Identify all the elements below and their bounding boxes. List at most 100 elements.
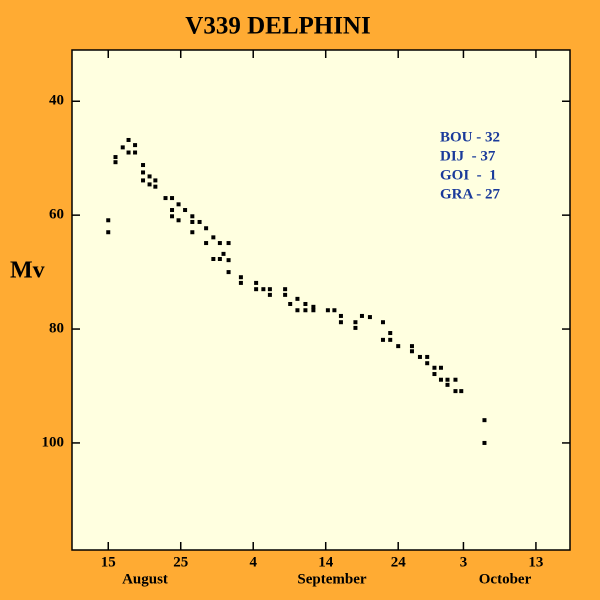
point xyxy=(238,275,243,280)
x-tick-label: 25 xyxy=(173,554,188,570)
point xyxy=(482,440,487,445)
point xyxy=(141,170,146,175)
y-tick-label: 100 xyxy=(42,434,65,450)
point xyxy=(204,241,209,246)
point xyxy=(438,365,443,370)
point xyxy=(267,292,272,297)
point xyxy=(238,280,243,285)
month-label: August xyxy=(122,571,168,587)
point xyxy=(295,296,300,301)
point xyxy=(106,230,111,235)
point xyxy=(126,150,131,155)
x-tick-label: 15 xyxy=(101,554,116,570)
point xyxy=(254,287,259,292)
point xyxy=(226,258,231,263)
point xyxy=(221,251,226,256)
point xyxy=(445,382,450,387)
plot-area xyxy=(71,49,571,551)
point xyxy=(176,218,181,223)
y-tick-label: 40 xyxy=(49,93,64,109)
point xyxy=(190,230,195,235)
point xyxy=(133,150,138,155)
point xyxy=(417,354,422,359)
point xyxy=(359,313,364,318)
legend-entry: GRA - 27 xyxy=(440,186,501,202)
point xyxy=(217,241,222,246)
point xyxy=(295,308,300,313)
point xyxy=(226,241,231,246)
point xyxy=(425,361,430,366)
point xyxy=(197,219,202,224)
point xyxy=(396,344,401,349)
point xyxy=(388,337,393,342)
point xyxy=(141,163,146,168)
point xyxy=(113,160,118,165)
x-tick-label: 13 xyxy=(528,554,543,570)
point xyxy=(153,184,158,189)
point xyxy=(176,202,181,207)
point xyxy=(147,174,152,179)
x-tick-label: 14 xyxy=(318,554,334,570)
point xyxy=(170,214,175,219)
point xyxy=(163,196,168,201)
x-tick-label: 24 xyxy=(391,554,407,570)
point xyxy=(409,344,414,349)
point xyxy=(380,320,385,325)
point xyxy=(126,137,131,142)
point xyxy=(190,219,195,224)
point xyxy=(226,270,231,275)
x-tick-label: 4 xyxy=(249,554,257,570)
point xyxy=(432,372,437,377)
point xyxy=(432,365,437,370)
point xyxy=(141,178,146,183)
point xyxy=(190,214,195,219)
legend-entry: DIJ - 37 xyxy=(440,148,496,164)
y-tick-label: 60 xyxy=(49,207,64,223)
point xyxy=(217,256,222,261)
point xyxy=(380,337,385,342)
point xyxy=(113,155,118,160)
point xyxy=(367,315,372,320)
point xyxy=(388,331,393,336)
point xyxy=(332,308,337,313)
point xyxy=(353,320,358,325)
x-tick-label: 3 xyxy=(460,554,468,570)
legend-entry: BOU - 32 xyxy=(440,129,500,145)
point xyxy=(170,196,175,201)
point xyxy=(453,389,458,394)
point xyxy=(311,304,316,309)
month-label: October xyxy=(479,571,532,587)
point xyxy=(283,292,288,297)
y-tick-label: 80 xyxy=(49,320,64,336)
point xyxy=(453,377,458,382)
point xyxy=(261,287,266,292)
chart-title: V339 DELPHINI xyxy=(185,13,370,40)
point xyxy=(211,235,216,240)
point xyxy=(170,208,175,213)
point xyxy=(325,308,330,313)
point xyxy=(353,325,358,330)
point xyxy=(425,354,430,359)
point xyxy=(438,377,443,382)
point xyxy=(409,349,414,354)
point xyxy=(254,280,259,285)
point xyxy=(288,301,293,306)
point xyxy=(211,256,216,261)
point xyxy=(445,377,450,382)
point xyxy=(183,208,188,213)
point xyxy=(147,182,152,187)
point xyxy=(311,308,316,313)
point xyxy=(303,308,308,313)
point xyxy=(338,320,343,325)
point xyxy=(106,218,111,223)
point xyxy=(459,389,464,394)
y-axis-label: Mv xyxy=(10,258,45,284)
month-label: September xyxy=(297,571,366,587)
point xyxy=(153,178,158,183)
point xyxy=(120,145,125,150)
point xyxy=(133,143,138,148)
point xyxy=(204,226,209,231)
point xyxy=(303,301,308,306)
legend-entry: GOI - 1 xyxy=(440,167,497,183)
